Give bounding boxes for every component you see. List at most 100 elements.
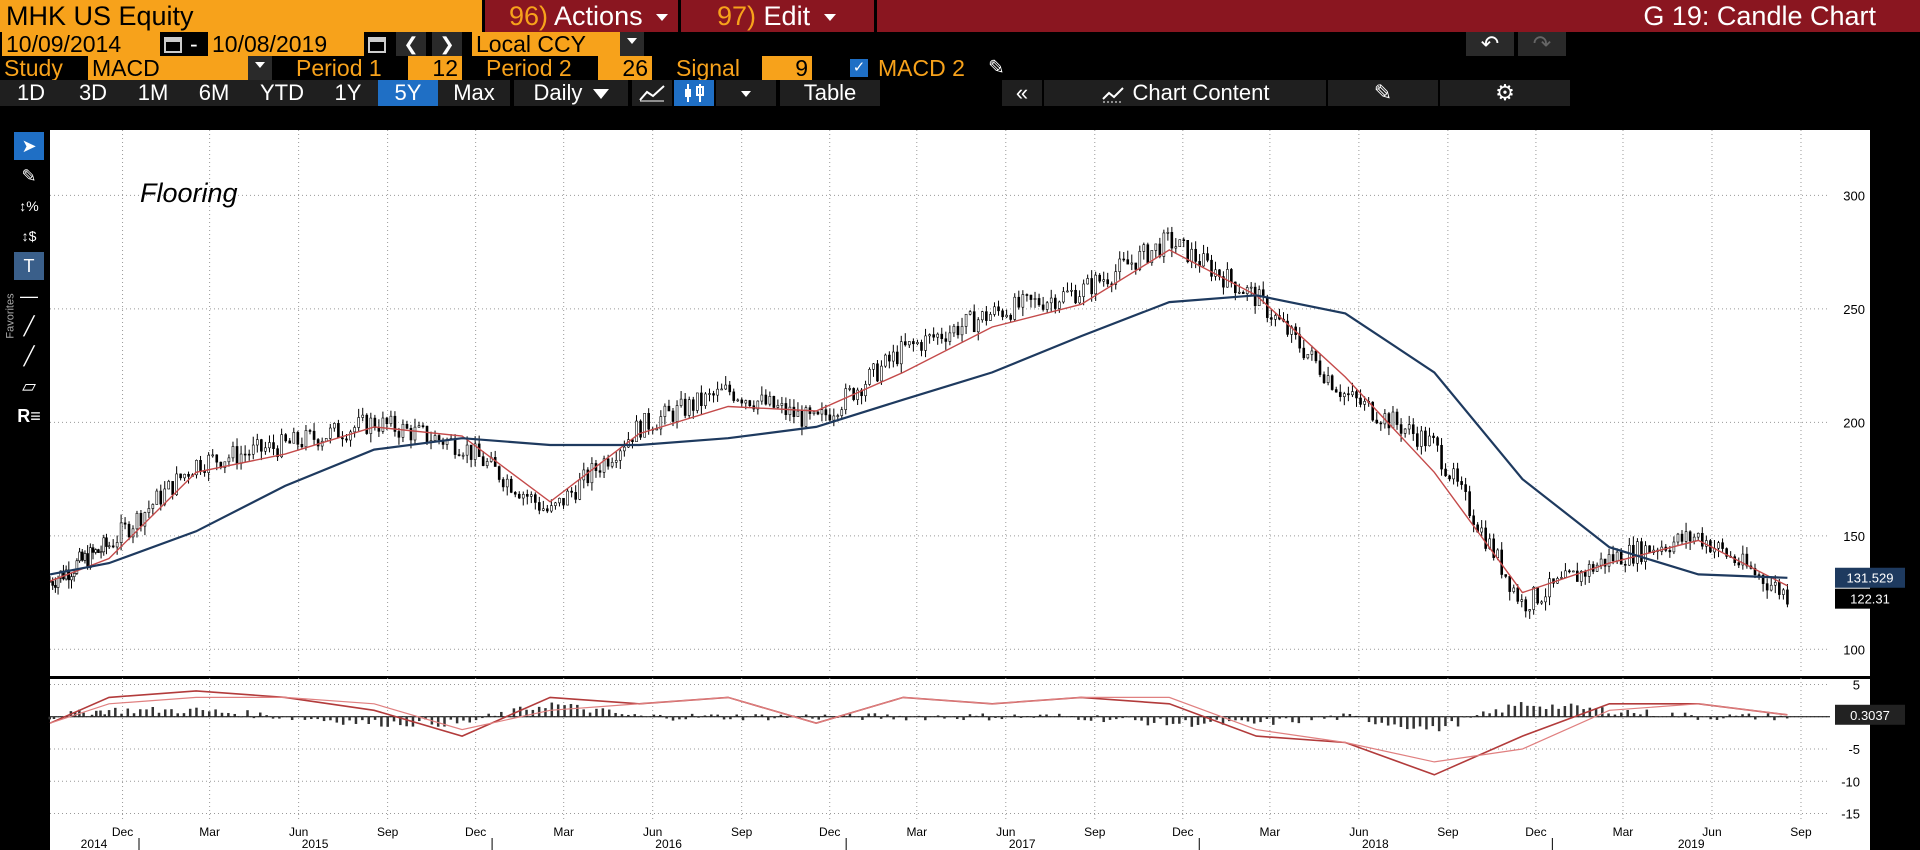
settings-gear-icon[interactable]: ⚙	[1440, 80, 1570, 106]
macd-histogram-bar	[176, 713, 179, 717]
macd-histogram-bar	[1019, 716, 1023, 718]
candle-body	[1078, 296, 1081, 304]
x-month-label: Jun	[996, 825, 1015, 839]
candle-body	[952, 325, 956, 334]
dollar-tool-icon[interactable]: ↕$	[21, 228, 37, 244]
channel-icon[interactable]: ▱	[22, 376, 36, 396]
frequency-select[interactable]: Daily	[514, 80, 628, 106]
macd-histogram-bar	[1159, 716, 1162, 719]
macd-histogram-bar	[468, 716, 471, 723]
candle-body	[505, 478, 509, 488]
range-5y[interactable]: 5Y	[378, 80, 438, 106]
signal-input[interactable]: 9	[762, 56, 812, 80]
range-ytd[interactable]: YTD	[246, 80, 318, 106]
chevron-down-icon[interactable]	[248, 56, 272, 80]
prev-period-button[interactable]: ❮	[396, 32, 426, 56]
macd-histogram-bar	[151, 706, 155, 717]
candle-body	[393, 415, 397, 432]
percent-tool-icon[interactable]: ↕%	[19, 198, 39, 214]
candle-body	[1094, 274, 1097, 295]
candle-body	[413, 426, 417, 441]
range-toolbar: 1D 3D 1M 6M YTD 1Y 5Y Max Daily Table « …	[0, 80, 1920, 112]
candle-body	[1106, 279, 1110, 285]
macd-histogram-bar	[1335, 716, 1339, 720]
actions-menu[interactable]: 96) Actions	[485, 0, 678, 32]
frequency-label: Daily	[533, 80, 583, 105]
candle-body	[804, 407, 808, 427]
chart-annotation[interactable]: Flooring	[140, 178, 238, 208]
macd-histogram-bar	[227, 713, 230, 717]
cursor-arrow-icon[interactable]: ➤	[14, 132, 44, 160]
macd-histogram-bar	[335, 716, 339, 723]
period2-input[interactable]: 26	[598, 56, 652, 80]
collapse-icon[interactable]: «	[1002, 80, 1042, 106]
candle-body	[602, 458, 606, 473]
candle-body	[1017, 296, 1021, 308]
macd2-checkbox[interactable]: ✓	[850, 59, 868, 77]
ray-line-icon[interactable]: ╱	[23, 346, 35, 366]
range-1d[interactable]: 1D	[0, 80, 62, 106]
macd-histogram-bar	[170, 709, 173, 717]
table-button[interactable]: Table	[780, 80, 880, 106]
range-6m[interactable]: 6M	[182, 80, 246, 106]
calendar-icon[interactable]	[164, 32, 184, 56]
edit-menu[interactable]: 97) Edit	[681, 0, 874, 32]
candle-body	[465, 444, 469, 456]
horizontal-line-icon[interactable]: —	[20, 286, 38, 306]
trendline-icon[interactable]: ╱	[23, 316, 35, 336]
candle-body	[647, 413, 650, 430]
candle-body	[1001, 310, 1004, 318]
candle-body	[623, 446, 626, 452]
line-chart-icon[interactable]	[632, 80, 672, 106]
range-1m[interactable]: 1M	[124, 80, 182, 106]
chart-content-button[interactable]: Chart Content	[1044, 80, 1326, 106]
macd-histogram-bar	[487, 713, 490, 717]
macd-histogram-bar	[392, 716, 396, 722]
last-price-label-box	[1835, 588, 1905, 609]
text-tool-icon[interactable]: T	[14, 252, 44, 280]
macd-histogram-bar	[354, 716, 358, 724]
ticker-field[interactable]: MHK US Equity	[0, 0, 482, 32]
candle-body	[1761, 575, 1765, 584]
macd-histogram-bar	[290, 716, 294, 721]
range-3d[interactable]: 3D	[62, 80, 124, 106]
period1-input[interactable]: 12	[408, 56, 462, 80]
macd-histogram-bar	[1779, 715, 1783, 717]
candle-body	[1021, 294, 1025, 308]
candle-chart[interactable]: 10015020025030050-5-10-15131.529122.310.…	[0, 130, 1920, 850]
candle-body	[1416, 433, 1419, 447]
next-period-button[interactable]: ❯	[432, 32, 462, 56]
candle-body	[687, 399, 691, 416]
macd-histogram-bar	[1374, 716, 1377, 725]
candle-body	[780, 403, 784, 406]
calendar-icon[interactable]	[368, 32, 388, 56]
macd-histogram-bar	[518, 706, 522, 717]
candle-body	[788, 406, 792, 416]
more-tools-icon[interactable]: R≡	[17, 406, 41, 426]
candle-body	[903, 341, 907, 346]
candle-body	[1146, 244, 1150, 263]
candle-body	[820, 409, 824, 415]
macd-histogram-bar	[975, 715, 978, 717]
pen-tool-icon[interactable]: ✎	[21, 166, 37, 186]
end-date-field[interactable]: 10/08/2019	[208, 32, 364, 56]
candle-body	[207, 454, 210, 473]
candle-body	[1717, 542, 1720, 549]
chevron-down-icon[interactable]	[620, 32, 644, 56]
candle-body	[1769, 584, 1773, 591]
study-select[interactable]: MACD	[88, 56, 248, 80]
candle-body	[513, 492, 517, 495]
currency-select[interactable]: Local CCY	[472, 32, 620, 56]
range-1y[interactable]: 1Y	[318, 80, 378, 106]
candle-body	[1363, 401, 1366, 405]
candle-chart-icon[interactable]	[674, 80, 714, 106]
pencil-icon[interactable]: ✎	[988, 57, 1005, 79]
undo-button[interactable]: ↶	[1466, 32, 1514, 56]
chart-type-dropdown[interactable]	[716, 80, 776, 106]
range-max[interactable]: Max	[438, 80, 510, 106]
edit-chart-icon[interactable]: ✎	[1328, 80, 1438, 106]
redo-button[interactable]: ↷	[1518, 32, 1566, 56]
start-date-field[interactable]: 10/09/2014	[2, 32, 160, 56]
x-month-label: Sep	[731, 825, 753, 839]
candle-body	[1468, 491, 1471, 517]
